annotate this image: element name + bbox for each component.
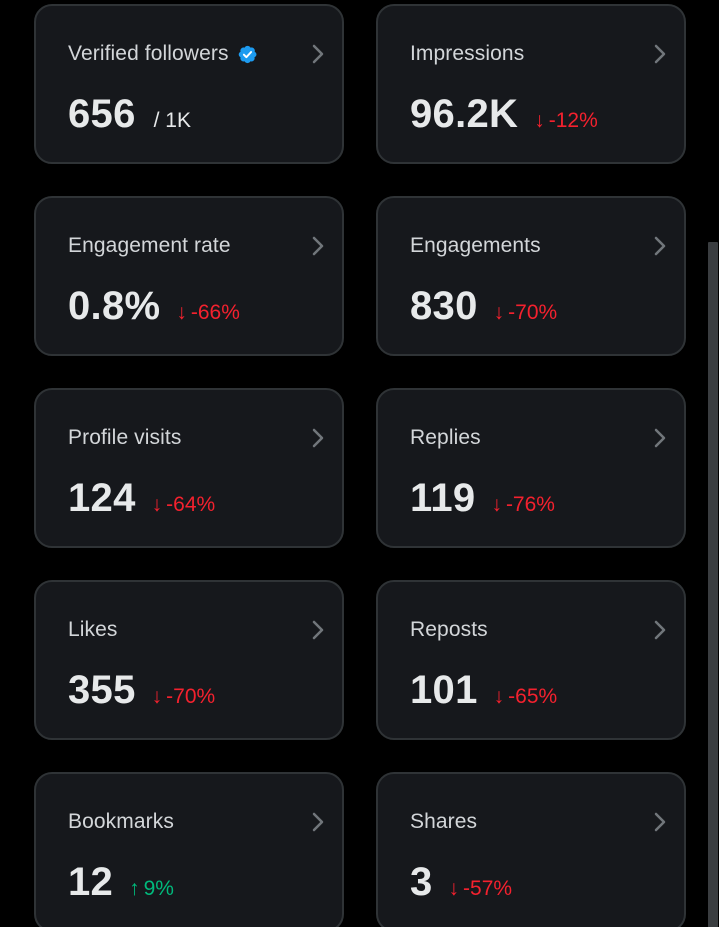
scrollbar[interactable] [708, 242, 718, 927]
arrow-down-icon: ↓ [151, 685, 163, 708]
delta-value: 9% [143, 877, 174, 900]
arrow-down-icon: ↓ [491, 493, 502, 516]
card-label-text: Bookmarks [68, 810, 174, 833]
card-metric-row: 124 ↓ -64% [68, 476, 215, 521]
metric-delta: ↓ -76% [491, 493, 555, 517]
delta-value: -70% [166, 685, 216, 708]
delta-value: -65% [508, 685, 558, 708]
card-label: Shares [410, 810, 477, 834]
chevron-right-icon [312, 44, 324, 64]
card-label-text: Likes [68, 618, 118, 641]
metric-value: 96.2K [410, 92, 519, 136]
card-metric-row: 96.2K ↓ -12% [410, 92, 598, 137]
arrow-down-icon: ↓ [493, 301, 505, 324]
metric-value: 3 [410, 860, 433, 904]
card-label: Profile visits [68, 426, 181, 450]
delta-value: -57% [463, 877, 513, 900]
delta-value: -76% [505, 493, 555, 516]
delta-value: -66% [190, 301, 240, 324]
metric-value: 101 [410, 668, 478, 712]
card-label: Replies [410, 426, 481, 450]
card-metric-row: 101 ↓ -65% [410, 668, 557, 713]
metric-value: 12 [68, 860, 114, 904]
card-label: Reposts [410, 618, 488, 642]
metric-value: 656 [68, 92, 136, 136]
chevron-right-icon [654, 44, 666, 64]
card-label-text: Reposts [410, 618, 488, 641]
card-verified-followers[interactable]: Verified followers 656 / 1K [34, 4, 344, 164]
chevron-right-icon [312, 812, 324, 832]
card-label: Engagements [410, 234, 541, 258]
card-label: Verified followers [68, 42, 258, 66]
metric-delta: ↑ 9% [129, 877, 174, 901]
arrow-down-icon: ↓ [448, 877, 460, 900]
card-engagement-rate[interactable]: Engagement rate 0.8% ↓ -66% [34, 196, 344, 356]
card-label: Bookmarks [68, 810, 174, 834]
metric-delta: ↓ -70% [494, 301, 558, 325]
card-label: Engagement rate [68, 234, 231, 258]
card-label-text: Verified followers [68, 42, 229, 65]
delta-value: -12% [548, 109, 598, 132]
chevron-right-icon [312, 620, 324, 640]
metric-value: 124 [68, 476, 136, 520]
card-label: Likes [68, 618, 118, 642]
card-label-text: Impressions [410, 42, 525, 65]
card-shares[interactable]: Shares 3 ↓ -57% [376, 772, 686, 927]
card-label-text: Engagement rate [68, 234, 231, 257]
card-profile-visits[interactable]: Profile visits 124 ↓ -64% [34, 388, 344, 548]
metric-value: 830 [410, 284, 478, 328]
card-metric-row: 3 ↓ -57% [410, 860, 512, 905]
card-label: Impressions [410, 42, 524, 66]
metric-value: 355 [68, 668, 136, 712]
metric-delta: ↓ -70% [152, 685, 216, 709]
chevron-right-icon [654, 236, 666, 256]
card-reposts[interactable]: Reposts 101 ↓ -65% [376, 580, 686, 740]
delta-value: -70% [508, 301, 558, 324]
card-metric-row: 355 ↓ -70% [68, 668, 215, 713]
metric-delta: ↓ -64% [152, 493, 216, 517]
metric-delta: ↓ -65% [494, 685, 558, 709]
arrow-down-icon: ↓ [176, 301, 187, 324]
card-metric-row: 12 ↑ 9% [68, 860, 174, 905]
verified-badge-icon [238, 45, 257, 63]
metric-delta: ↓ -57% [449, 877, 513, 901]
metric-delta: ↓ -12% [534, 109, 598, 133]
metric-delta: ↓ -66% [176, 301, 240, 325]
metrics-grid: Verified followers 656 / 1K Impressions [34, 4, 686, 927]
card-metric-row: 119 ↓ -76% [410, 476, 555, 521]
card-label-text: Shares [410, 810, 478, 833]
chevron-right-icon [654, 620, 666, 640]
card-metric-row: 656 / 1K [68, 92, 191, 137]
card-metric-row: 830 ↓ -70% [410, 284, 557, 329]
card-metric-row: 0.8% ↓ -66% [68, 284, 240, 329]
card-replies[interactable]: Replies 119 ↓ -76% [376, 388, 686, 548]
metric-suffix: / 1K [153, 109, 191, 132]
card-engagements[interactable]: Engagements 830 ↓ -70% [376, 196, 686, 356]
card-likes[interactable]: Likes 355 ↓ -70% [34, 580, 344, 740]
card-bookmarks[interactable]: Bookmarks 12 ↑ 9% [34, 772, 344, 927]
metric-value: 0.8% [68, 284, 161, 328]
arrow-down-icon: ↓ [151, 493, 163, 516]
chevron-right-icon [654, 428, 666, 448]
chevron-right-icon [654, 812, 666, 832]
arrow-down-icon: ↓ [534, 109, 545, 132]
arrow-up-icon: ↑ [129, 877, 140, 900]
card-label-text: Profile visits [68, 426, 182, 449]
delta-value: -64% [166, 493, 216, 516]
chevron-right-icon [312, 428, 324, 448]
arrow-down-icon: ↓ [493, 685, 505, 708]
chevron-right-icon [312, 236, 324, 256]
card-label-text: Engagements [410, 234, 541, 257]
metric-value: 119 [410, 476, 476, 520]
card-impressions[interactable]: Impressions 96.2K ↓ -12% [376, 4, 686, 164]
card-label-text: Replies [410, 426, 481, 449]
